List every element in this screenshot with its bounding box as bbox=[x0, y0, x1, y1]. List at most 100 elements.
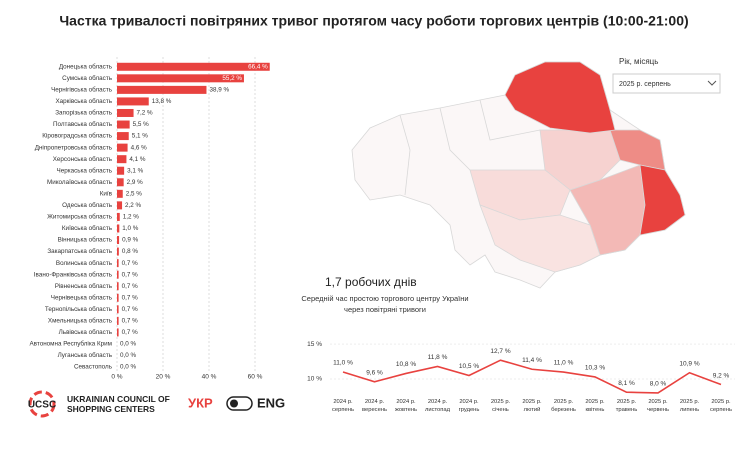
value-label: 0,7 % bbox=[122, 306, 139, 313]
value-label: 8,0 % bbox=[650, 381, 667, 388]
value-label: 11,0 % bbox=[554, 360, 574, 367]
line bbox=[342, 359, 722, 394]
x-tick-label: 2025 р. червень bbox=[647, 399, 669, 413]
value-label: 66,4 % bbox=[248, 63, 268, 70]
x-tick-label: 2025 р. серпень bbox=[710, 399, 732, 413]
logo-icon bbox=[28, 390, 56, 418]
value-label: 10,8 % bbox=[396, 361, 416, 368]
x-tick-label: 2024 р. жовтень bbox=[394, 399, 418, 413]
value-label: 5,5 % bbox=[133, 121, 150, 128]
bar bbox=[117, 166, 125, 175]
category-label: Житомирська область bbox=[47, 213, 113, 221]
title: Частка тривалості повітряних тривог прот… bbox=[59, 13, 688, 29]
bar bbox=[117, 293, 119, 302]
y-tick-label: 15 % bbox=[307, 341, 322, 348]
x-tick-label: 2025 р. лютий bbox=[522, 399, 542, 413]
bar bbox=[117, 155, 127, 164]
bar bbox=[117, 259, 119, 268]
value-label: 0,8 % bbox=[122, 248, 139, 255]
language-active[interactable]: УКР bbox=[188, 395, 213, 410]
category-label: Полтавська область bbox=[53, 120, 113, 128]
value-label: 3,1 % bbox=[127, 167, 144, 174]
bar bbox=[117, 212, 120, 221]
value-label: 1,2 % bbox=[123, 214, 140, 221]
x-tick-label: 20 % bbox=[156, 374, 171, 381]
category-label: Одеська область bbox=[62, 201, 113, 209]
x-tick-label: 2025 р. березень bbox=[551, 399, 576, 413]
bar bbox=[117, 132, 129, 141]
bar bbox=[117, 97, 149, 106]
value-label: 13,8 % bbox=[152, 98, 172, 105]
category-label: Харківська область bbox=[55, 97, 112, 105]
value-label: 0,7 % bbox=[122, 318, 139, 325]
x-tick-label: 2025 р. січень bbox=[490, 399, 511, 413]
x-tick-label: 2025 р. травень bbox=[615, 399, 638, 413]
category-label: Київ bbox=[100, 190, 113, 197]
category-label: Донецька область bbox=[59, 62, 113, 70]
value-label: 9,6 % bbox=[366, 369, 383, 376]
value-label: 0,7 % bbox=[122, 283, 139, 290]
x-tick-label: 2024 р. грудень bbox=[458, 399, 480, 413]
category-label: Рівненська область bbox=[55, 282, 113, 290]
value-label: 0,7 % bbox=[122, 271, 139, 278]
kpi-value: 1,7 робочих днів bbox=[325, 275, 417, 289]
value-label: 10,5 % bbox=[459, 363, 479, 370]
map bbox=[351, 61, 686, 289]
category-label: Черкаська область bbox=[57, 166, 113, 174]
bar bbox=[117, 282, 119, 291]
value-label: 12,7 % bbox=[490, 348, 510, 355]
x-tick-label: 2025 р. липень bbox=[679, 399, 700, 413]
bar bbox=[117, 316, 119, 325]
category-label: Севастополь bbox=[74, 364, 113, 371]
x-tick-label: 0 % bbox=[111, 374, 122, 381]
value-label: 7,2 % bbox=[137, 110, 154, 117]
bar bbox=[117, 108, 134, 117]
toggle-knob[interactable] bbox=[230, 399, 238, 408]
value-label: 55,2 % bbox=[222, 75, 242, 82]
category-label: Дніпропетровська область bbox=[35, 143, 113, 151]
category-label: Кіровоградська область bbox=[42, 132, 112, 140]
language-other[interactable]: ENG bbox=[257, 395, 285, 410]
x-tick-label: 2024 р. серпень bbox=[332, 399, 354, 413]
value-label: 0,0 % bbox=[120, 352, 137, 359]
bar bbox=[117, 236, 120, 245]
bar bbox=[117, 189, 123, 198]
filter-value[interactable]: 2025 р. серпень bbox=[619, 81, 671, 88]
category-label: Київська область bbox=[62, 224, 113, 232]
value-label: 10,9 % bbox=[679, 360, 699, 367]
bar bbox=[117, 85, 207, 94]
bar bbox=[117, 328, 119, 337]
value-label: 8,1 % bbox=[618, 380, 635, 387]
dropdown[interactable] bbox=[612, 73, 721, 94]
dropdown-chevron[interactable] bbox=[707, 80, 717, 86]
bar bbox=[117, 201, 123, 210]
value-label: 0,9 % bbox=[122, 237, 139, 244]
category-label: Волинська область bbox=[56, 259, 113, 267]
value-label: 5,1 % bbox=[132, 133, 149, 140]
logo-name: UKRAINIAN COUNCIL OF SHOPPING CENTERS bbox=[67, 394, 170, 414]
category-label: Чернівецька область bbox=[51, 293, 113, 301]
value-label: 4,6 % bbox=[131, 144, 148, 151]
bar bbox=[117, 143, 128, 152]
category-label: Хмельницька область bbox=[48, 317, 113, 325]
value-label: 0,7 % bbox=[122, 260, 139, 267]
value-label: 0,7 % bbox=[122, 329, 139, 336]
value-label: 0,7 % bbox=[122, 294, 139, 301]
value-label: 2,9 % bbox=[127, 179, 144, 186]
bar bbox=[117, 120, 130, 129]
bar bbox=[117, 305, 119, 314]
value-label: 11,0 % bbox=[333, 360, 353, 367]
bar bbox=[117, 74, 244, 83]
value-label: 9,2 % bbox=[713, 372, 730, 379]
category-label: Тернопільська область bbox=[45, 305, 113, 313]
category-label: Чернігівська область bbox=[51, 86, 113, 94]
category-label: Херсонська область bbox=[53, 155, 113, 163]
value-label: 2,5 % bbox=[126, 190, 143, 197]
kpi-caption: Середній час простою торгового центру Ук… bbox=[301, 294, 469, 314]
category-label: Закарпатська область bbox=[47, 247, 112, 255]
value-label: 0,0 % bbox=[120, 341, 137, 348]
value-label: 38,9 % bbox=[209, 87, 229, 94]
value-label: 11,4 % bbox=[522, 357, 542, 364]
